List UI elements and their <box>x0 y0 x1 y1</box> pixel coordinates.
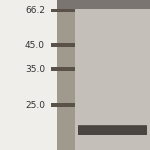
Bar <box>57 0 75 150</box>
Bar <box>57 0 150 9</box>
Text: 25.0: 25.0 <box>25 100 45 109</box>
Bar <box>51 67 75 71</box>
Text: 35.0: 35.0 <box>25 64 45 74</box>
Bar <box>51 103 75 107</box>
Text: 45.0: 45.0 <box>25 40 45 50</box>
Bar <box>51 9 75 12</box>
Bar <box>78 124 147 126</box>
Text: 66.2: 66.2 <box>25 6 45 15</box>
Bar <box>57 0 150 150</box>
Bar <box>0 0 57 150</box>
Bar <box>51 43 75 47</box>
Bar <box>75 0 150 150</box>
Bar <box>78 124 147 135</box>
